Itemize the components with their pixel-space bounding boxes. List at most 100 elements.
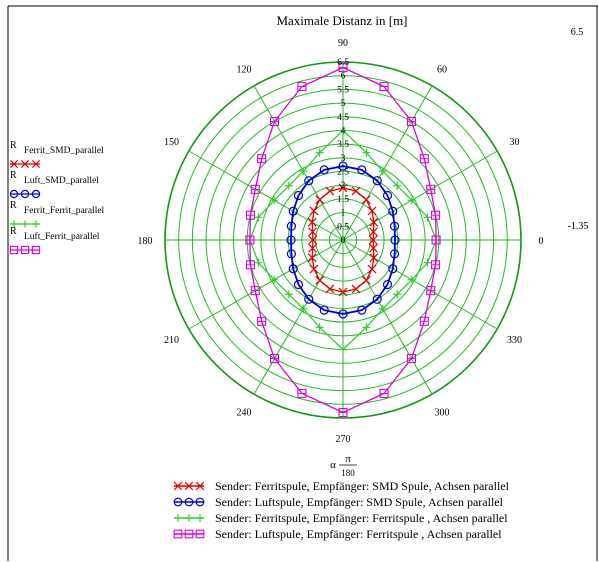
marker-circle bbox=[382, 279, 393, 290]
marker-circle bbox=[319, 305, 329, 315]
marker-square bbox=[31, 245, 41, 255]
marker-square bbox=[426, 184, 436, 194]
radial-tick-label: 6 bbox=[341, 72, 346, 82]
marker-circle bbox=[304, 176, 314, 186]
marker-circle bbox=[173, 497, 183, 507]
marker-plus bbox=[407, 196, 416, 205]
marker-circle bbox=[357, 165, 367, 175]
left-label-main: R bbox=[10, 200, 17, 211]
marker-plus bbox=[299, 167, 308, 176]
legend-entry: Sender: Ferritspule, Empfänger: SMD Spul… bbox=[173, 479, 510, 493]
marker-x bbox=[9, 159, 19, 169]
marker-square bbox=[257, 316, 267, 326]
marker-plus bbox=[196, 514, 204, 522]
marker-square bbox=[431, 235, 441, 245]
marker-square bbox=[338, 407, 348, 418]
marker-circle bbox=[388, 264, 398, 274]
marker-square bbox=[195, 529, 205, 539]
marker-circle bbox=[319, 165, 329, 175]
left-series-label: R Ferrit_Ferrit_parallel bbox=[10, 200, 105, 228]
marker-x bbox=[325, 284, 335, 294]
left-label-main: R bbox=[10, 226, 17, 237]
marker-x bbox=[309, 206, 319, 216]
marker-circle bbox=[20, 189, 30, 199]
left-series-label: R Luft_Ferrit_parallel bbox=[9, 226, 100, 255]
marker-x bbox=[361, 195, 371, 205]
radial-tick-label: 1 bbox=[341, 209, 346, 219]
angle-tick-label: 300 bbox=[435, 407, 450, 418]
marker-plus bbox=[423, 213, 432, 222]
marker-square bbox=[9, 245, 19, 255]
marker-x bbox=[307, 253, 317, 263]
marker-plus bbox=[32, 220, 40, 228]
left-label-sub: Luft_SMD_parallel bbox=[24, 175, 99, 186]
marker-x bbox=[307, 217, 317, 227]
angle-tick-label: 150 bbox=[164, 137, 179, 148]
marker-x bbox=[184, 481, 194, 491]
marker-x bbox=[31, 159, 41, 169]
marker-plus bbox=[174, 514, 182, 522]
bottom-legend: Sender: Ferritspule, Empfänger: SMD Spul… bbox=[173, 479, 510, 541]
angle-tick-label: 240 bbox=[237, 407, 252, 418]
marker-circle bbox=[293, 279, 304, 290]
marker-x bbox=[309, 264, 319, 274]
marker-plus bbox=[254, 213, 263, 222]
radial-tick-label: 4 bbox=[341, 126, 346, 136]
grid-spoke bbox=[188, 150, 344, 241]
marker-circle bbox=[372, 294, 382, 304]
marker-x bbox=[195, 481, 205, 491]
legend-entry: Sender: Luftspule, Empfänger: Ferritspul… bbox=[173, 527, 502, 541]
grid-spoke bbox=[253, 239, 344, 395]
angle-axis-label-denominator: 180 bbox=[341, 468, 355, 478]
marker-square bbox=[379, 82, 389, 92]
series-layer bbox=[245, 62, 441, 418]
legend-entry-text: Sender: Ferritspule, Empfänger: Ferritsp… bbox=[215, 511, 508, 525]
marker-x bbox=[369, 217, 379, 227]
radial-tick-labels: 0 0.5 1 1.5 2 2.5 3 3.5 4 4.5 5 5.5 6 6.5 bbox=[337, 58, 349, 246]
marker-circle bbox=[195, 497, 205, 507]
marker-x bbox=[20, 159, 30, 169]
marker-x bbox=[338, 183, 348, 193]
marker-square bbox=[20, 245, 30, 255]
marker-plus bbox=[378, 167, 387, 176]
marker-circle bbox=[9, 189, 19, 199]
marker-square bbox=[406, 354, 417, 364]
radial-tick-label: 5 bbox=[341, 99, 346, 109]
marker-plus bbox=[270, 275, 279, 284]
marker-circle bbox=[304, 294, 314, 304]
angle-tick-label: 120 bbox=[237, 65, 252, 76]
marker-plus bbox=[362, 323, 371, 332]
marker-circle bbox=[31, 189, 41, 199]
marker-circle bbox=[184, 497, 194, 507]
radial-tick-label: 1.5 bbox=[337, 195, 349, 205]
grid-spoke bbox=[342, 239, 433, 395]
marker-x bbox=[173, 481, 183, 491]
angle-tick-label: 90 bbox=[338, 38, 348, 49]
marker-square bbox=[431, 210, 441, 220]
grid-spoke bbox=[342, 239, 498, 330]
left-label-main: R bbox=[10, 140, 17, 151]
marker-square bbox=[297, 388, 307, 398]
marker-circle bbox=[389, 249, 400, 259]
marker-plus bbox=[185, 514, 193, 522]
marker-plus bbox=[393, 181, 402, 190]
marker-x bbox=[351, 186, 361, 196]
marker-square bbox=[431, 260, 441, 270]
marker-plus bbox=[378, 304, 387, 313]
angle-axis-label-prefix: α bbox=[330, 459, 336, 471]
marker-circle bbox=[288, 264, 298, 274]
marker-circle bbox=[372, 176, 382, 186]
r-min-label: -1.35 bbox=[568, 221, 589, 232]
left-series-label: R Luft_SMD_parallel bbox=[9, 170, 99, 199]
marker-plus bbox=[315, 323, 324, 332]
radial-tick-label: 4.5 bbox=[337, 113, 349, 123]
angle-tick-label: 60 bbox=[437, 65, 447, 76]
marker-plus bbox=[299, 304, 308, 313]
angle-axis-label: α π 180 bbox=[330, 453, 357, 478]
chart-title: Maximale Distanz in [m] bbox=[276, 13, 407, 28]
marker-x bbox=[315, 195, 325, 205]
angle-tick-label: 180 bbox=[138, 236, 153, 247]
marker-x bbox=[367, 206, 377, 216]
marker-circle bbox=[293, 190, 304, 201]
